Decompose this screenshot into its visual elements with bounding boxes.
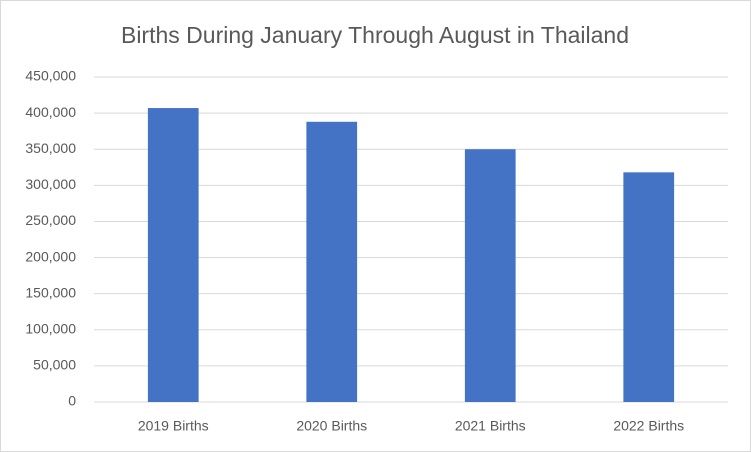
y-tick-label: 100,000 bbox=[25, 320, 76, 336]
y-tick-label: 300,000 bbox=[25, 176, 76, 192]
y-tick-label: 150,000 bbox=[25, 284, 76, 300]
y-tick-label: 250,000 bbox=[25, 212, 76, 228]
y-tick-label: 350,000 bbox=[25, 140, 76, 156]
x-tick-label: 2021 Births bbox=[455, 418, 526, 434]
y-tick-label: 50,000 bbox=[33, 357, 76, 373]
bar bbox=[464, 149, 516, 402]
x-tick-label: 2019 Births bbox=[138, 418, 209, 434]
bar bbox=[147, 108, 199, 403]
y-tick-label: 400,000 bbox=[25, 104, 76, 120]
bar bbox=[306, 121, 358, 403]
y-tick-label: 200,000 bbox=[25, 248, 76, 264]
chart-title: Births During January Through August in … bbox=[121, 22, 629, 48]
y-tick-label: 450,000 bbox=[25, 68, 76, 84]
x-tick-label: 2020 Births bbox=[296, 418, 367, 434]
y-tick-label: 0 bbox=[68, 393, 76, 409]
bar bbox=[623, 172, 675, 402]
x-tick-label: 2022 Births bbox=[613, 418, 684, 434]
